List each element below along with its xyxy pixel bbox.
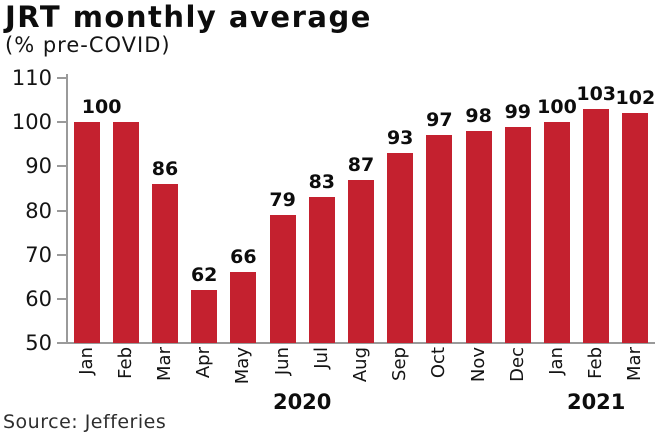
x-tick-label-month: Dec bbox=[506, 347, 528, 382]
bar bbox=[191, 290, 218, 343]
y-axis-tick-label: 100 bbox=[11, 110, 52, 135]
bar bbox=[230, 272, 257, 343]
bar-value-label: 83 bbox=[308, 171, 336, 194]
bar bbox=[152, 184, 178, 343]
y-axis-tick bbox=[57, 121, 66, 124]
bar-value-label: 93 bbox=[386, 127, 414, 150]
bar-value-label: 99 bbox=[504, 100, 532, 123]
y-axis-tick-label: 110 bbox=[11, 66, 52, 90]
bar bbox=[544, 122, 570, 343]
source-note: Source: Jefferies bbox=[3, 411, 167, 433]
bar-value-label: 100 bbox=[81, 96, 122, 119]
x-tick-label-month: May bbox=[232, 347, 254, 385]
bar-value-label: 98 bbox=[465, 105, 492, 127]
bar-value-label: 103 bbox=[576, 82, 617, 105]
bar bbox=[387, 153, 414, 343]
bar bbox=[426, 135, 453, 343]
bar bbox=[465, 131, 492, 343]
y-axis-tick bbox=[57, 253, 66, 256]
y-axis-tick-label: 60 bbox=[25, 286, 52, 311]
bar-value-label: 79 bbox=[269, 188, 296, 211]
bar bbox=[269, 214, 296, 343]
bar-value-label: 87 bbox=[347, 153, 375, 176]
bar-value-label: 66 bbox=[230, 246, 257, 269]
bar-value-label: 97 bbox=[426, 109, 453, 132]
y-axis-tick bbox=[57, 165, 66, 168]
y-axis-tick bbox=[57, 342, 66, 344]
y-axis-tick-label: 90 bbox=[25, 154, 52, 179]
x-tick-label-month: Mar bbox=[154, 347, 175, 381]
y-axis-tick-label: 80 bbox=[25, 198, 52, 223]
bar bbox=[504, 126, 531, 343]
bar-value-label: 62 bbox=[190, 264, 218, 286]
y-axis-tick-label: 70 bbox=[25, 242, 52, 267]
y-axis-tick bbox=[57, 77, 66, 79]
y-axis-tick bbox=[57, 297, 66, 300]
x-tick-label-month: Oct bbox=[428, 347, 450, 379]
bar-value-label: 86 bbox=[151, 158, 179, 180]
x-tick-label-month: Jan bbox=[75, 347, 97, 375]
y-axis-tick bbox=[57, 209, 66, 212]
chart-subtitle: (% pre-COVID) bbox=[5, 33, 171, 57]
x-tick-label-month: Nov bbox=[467, 347, 489, 383]
y-axis-tick-label: 50 bbox=[25, 331, 52, 355]
year-label: 2020 bbox=[272, 390, 332, 414]
bar-value-label: 100 bbox=[537, 96, 577, 119]
x-axis-line bbox=[66, 342, 655, 344]
bar bbox=[348, 179, 374, 343]
bar bbox=[308, 197, 335, 343]
bar bbox=[73, 122, 100, 343]
y-axis-line bbox=[66, 74, 68, 344]
bar bbox=[112, 122, 139, 343]
bar bbox=[583, 108, 610, 343]
x-tick-label-month: Apr bbox=[193, 347, 215, 379]
year-label: 2021 bbox=[566, 390, 626, 414]
x-tick-label-month: Aug bbox=[350, 347, 371, 383]
bar bbox=[622, 113, 649, 343]
bar-value-label: 102 bbox=[615, 87, 656, 110]
chart-title: JRT monthly average bbox=[5, 0, 372, 34]
x-tick-label-month: Sep bbox=[389, 347, 411, 381]
x-tick-label-month: Feb bbox=[114, 347, 136, 379]
